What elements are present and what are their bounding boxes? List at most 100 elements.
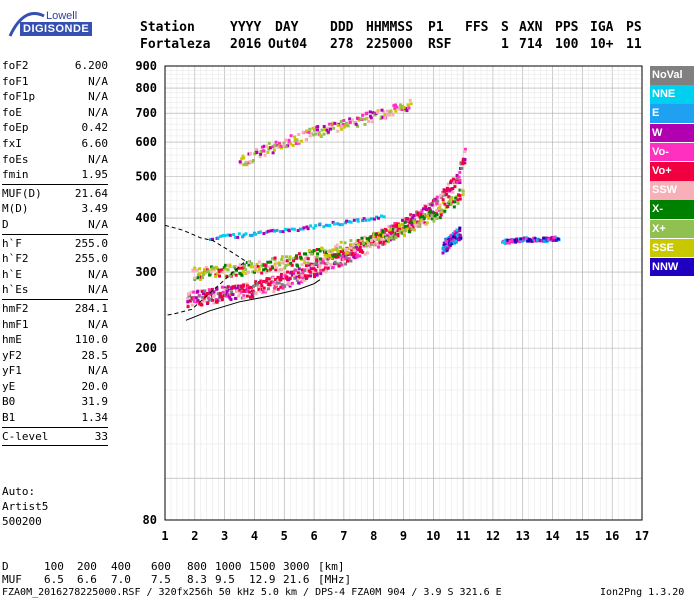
- echo-point: [446, 247, 450, 251]
- echo-point: [218, 274, 221, 278]
- echo-point: [415, 210, 419, 214]
- echo-point: [368, 236, 372, 240]
- echo-point: [387, 225, 391, 228]
- echo-point: [349, 259, 353, 263]
- echo-point: [367, 242, 370, 246]
- echo-point: [322, 268, 326, 272]
- echo-point: [527, 237, 531, 241]
- echo-point: [297, 252, 301, 256]
- echo-point: [461, 189, 465, 193]
- echo-point: [340, 255, 344, 259]
- echo-point: [306, 267, 309, 271]
- echo-point: [307, 130, 311, 134]
- echo-point: [386, 113, 389, 117]
- echo-point: [361, 113, 365, 117]
- echo-point: [329, 127, 332, 131]
- echo-point: [294, 142, 298, 145]
- echo-point: [273, 262, 277, 266]
- echo-point: [455, 181, 459, 185]
- y-tick-label: 80: [143, 513, 157, 527]
- echo-point: [188, 299, 192, 303]
- logo-lowell: Lowell: [46, 10, 78, 22]
- echo-point: [304, 256, 308, 260]
- echo-point: [353, 252, 357, 256]
- legend-item-ssw: SSW: [650, 181, 694, 200]
- echo-point: [365, 237, 369, 241]
- param-value: 0.42: [81, 121, 109, 135]
- header-label-11: PS: [626, 20, 642, 35]
- echo-point: [394, 103, 397, 107]
- echo-point: [280, 261, 284, 265]
- echo-point: [271, 280, 275, 284]
- echo-point: [369, 116, 373, 120]
- param-separator: [2, 183, 108, 185]
- echo-point: [367, 218, 371, 222]
- x-tick-label: 17: [635, 529, 649, 543]
- echo-point: [414, 224, 418, 227]
- echo-point: [375, 110, 379, 114]
- echo-point: [303, 269, 307, 272]
- echo-point: [234, 273, 238, 277]
- echo-point: [374, 238, 377, 242]
- echo-point: [246, 271, 250, 275]
- x-tick-label: 7: [340, 529, 347, 543]
- echo-point: [242, 233, 246, 237]
- echo-point: [458, 188, 462, 192]
- echo-point: [331, 265, 335, 269]
- echo-point: [412, 219, 416, 223]
- echo-point: [251, 295, 255, 299]
- echo-point: [349, 243, 353, 247]
- echo-point: [430, 203, 434, 207]
- echo-point: [417, 221, 421, 225]
- echo-point: [457, 175, 461, 179]
- echo-point: [325, 269, 328, 273]
- echo-point: [204, 294, 208, 298]
- param-key: yF2: [2, 348, 22, 362]
- echo-point: [292, 259, 296, 263]
- echo-point: [258, 155, 262, 158]
- param-key: yF1: [2, 364, 22, 378]
- echo-point: [419, 215, 423, 219]
- echo-point: [458, 170, 462, 174]
- echo-point: [401, 228, 405, 232]
- param-value: 255.0: [74, 252, 108, 266]
- echo-point: [408, 230, 412, 234]
- echo-point: [405, 227, 409, 231]
- echo-point: [227, 294, 231, 298]
- echo-point: [343, 257, 347, 261]
- profile-line-solid: [185, 279, 321, 321]
- echo-point: [355, 253, 359, 257]
- echo-point: [303, 278, 307, 282]
- echo-point: [297, 277, 301, 281]
- echo-point: [204, 266, 208, 270]
- echo-point: [232, 265, 236, 269]
- echo-point: [259, 282, 263, 286]
- echo-point: [265, 270, 268, 274]
- echo-point: [198, 267, 202, 271]
- echo-point: [244, 271, 248, 275]
- echo-point: [430, 210, 434, 214]
- echo-point: [196, 276, 200, 280]
- echo-point: [273, 143, 277, 147]
- echo-point: [320, 246, 324, 250]
- echo-point: [220, 268, 224, 272]
- echo-point: [300, 263, 304, 267]
- echo-point: [318, 257, 322, 261]
- echo-point: [336, 123, 340, 127]
- echo-point: [250, 293, 254, 296]
- echo-point: [444, 242, 447, 246]
- echo-point: [506, 238, 510, 242]
- echo-point: [266, 260, 270, 264]
- echo-point: [207, 298, 211, 302]
- header-label-0: Station: [140, 20, 195, 35]
- echo-point: [350, 118, 354, 122]
- echo-point: [193, 276, 197, 280]
- echo-point: [262, 286, 266, 290]
- echo-point: [209, 238, 212, 242]
- echo-point: [382, 240, 386, 244]
- echo-point: [223, 288, 227, 292]
- echo-point: [306, 274, 310, 278]
- echo-point: [399, 103, 403, 107]
- echo-point: [304, 138, 308, 141]
- echo-point: [433, 216, 437, 220]
